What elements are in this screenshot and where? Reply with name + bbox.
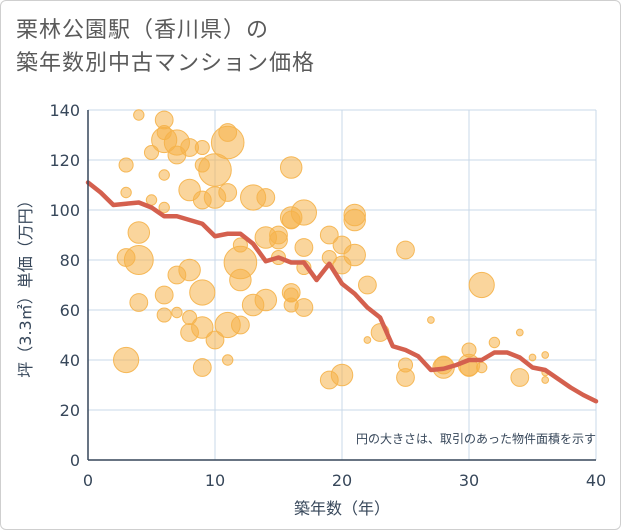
bubble-size-note: 円の大きさは、取引のあった物件面積を示す	[356, 431, 596, 446]
y-tick-label: 20	[60, 401, 80, 420]
data-bubble	[229, 268, 252, 292]
data-bubble	[231, 315, 250, 335]
data-bubble	[330, 363, 354, 387]
data-bubble	[396, 240, 415, 260]
y-tick-label: 40	[60, 351, 80, 370]
data-bubble	[358, 275, 377, 295]
data-bubble	[189, 279, 216, 306]
data-bubble	[178, 258, 201, 282]
data-bubble	[205, 330, 225, 350]
data-bubble	[541, 351, 550, 359]
data-bubble	[118, 157, 134, 173]
data-bubble	[468, 271, 495, 299]
y-tick-label: 140	[49, 101, 80, 120]
data-bubble	[127, 221, 151, 244]
data-bubble	[171, 306, 183, 319]
data-bubble	[254, 288, 278, 312]
data-bubble	[541, 376, 550, 384]
trend-line	[85, 180, 599, 404]
data-bubble	[194, 139, 210, 156]
chart-title-line1: 栗林公園駅（香川県）の	[16, 18, 270, 43]
chart-title-line2: 築年数別中古マンション価格	[16, 51, 316, 76]
data-bubble	[488, 336, 501, 349]
x-axis-label: 築年数（年）	[294, 499, 390, 518]
bubble-layer	[113, 109, 550, 390]
data-bubble	[279, 156, 303, 179]
chart-title: 栗林公園駅（香川県）の 築年数別中古マンション価格	[16, 14, 315, 80]
data-bubble	[120, 186, 132, 199]
y-axis-label: 坪（3.3㎡）単価（万円）	[16, 192, 35, 377]
data-bubble	[528, 353, 537, 362]
data-bubble	[269, 230, 288, 250]
data-bubble	[515, 328, 524, 337]
data-bubble	[396, 368, 415, 387]
x-tick-label: 20	[332, 471, 352, 490]
y-tick-label: 0	[70, 451, 80, 470]
data-bubble	[113, 346, 140, 374]
data-bubble	[319, 225, 339, 245]
x-tick-label: 0	[83, 471, 93, 490]
data-bubble	[154, 285, 174, 305]
data-bubble	[294, 298, 314, 317]
data-bubble	[343, 243, 366, 267]
axes-layer: 0 10 20 30 40 0 20 40 60 80 100 120 140	[49, 101, 606, 490]
data-bubble	[363, 336, 372, 344]
data-bubble	[145, 194, 158, 206]
y-tick-label: 60	[60, 301, 80, 320]
data-bubble	[133, 109, 145, 121]
y-tick-label: 120	[49, 151, 80, 170]
data-bubble	[129, 293, 149, 312]
data-bubble	[343, 208, 366, 232]
x-tick-label: 10	[205, 471, 225, 490]
data-bubble	[192, 358, 212, 377]
data-bubble	[218, 183, 238, 202]
data-bubble	[427, 316, 435, 324]
y-tick-label: 100	[49, 201, 80, 220]
data-bubble	[123, 245, 154, 275]
data-bubble	[158, 201, 170, 214]
data-bubble	[256, 188, 276, 207]
x-tick-label: 40	[586, 471, 606, 490]
data-bubble	[510, 368, 530, 387]
y-tick-label: 80	[60, 251, 80, 270]
trend-line-layer	[85, 180, 599, 404]
x-tick-label: 30	[459, 471, 479, 490]
data-bubble	[290, 199, 317, 226]
data-bubble	[476, 361, 488, 374]
data-bubble	[191, 316, 214, 339]
data-bubble	[222, 354, 234, 366]
data-bubble	[156, 307, 172, 323]
data-bubble	[158, 169, 170, 181]
data-bubble	[294, 238, 314, 257]
data-bubble	[210, 125, 245, 160]
